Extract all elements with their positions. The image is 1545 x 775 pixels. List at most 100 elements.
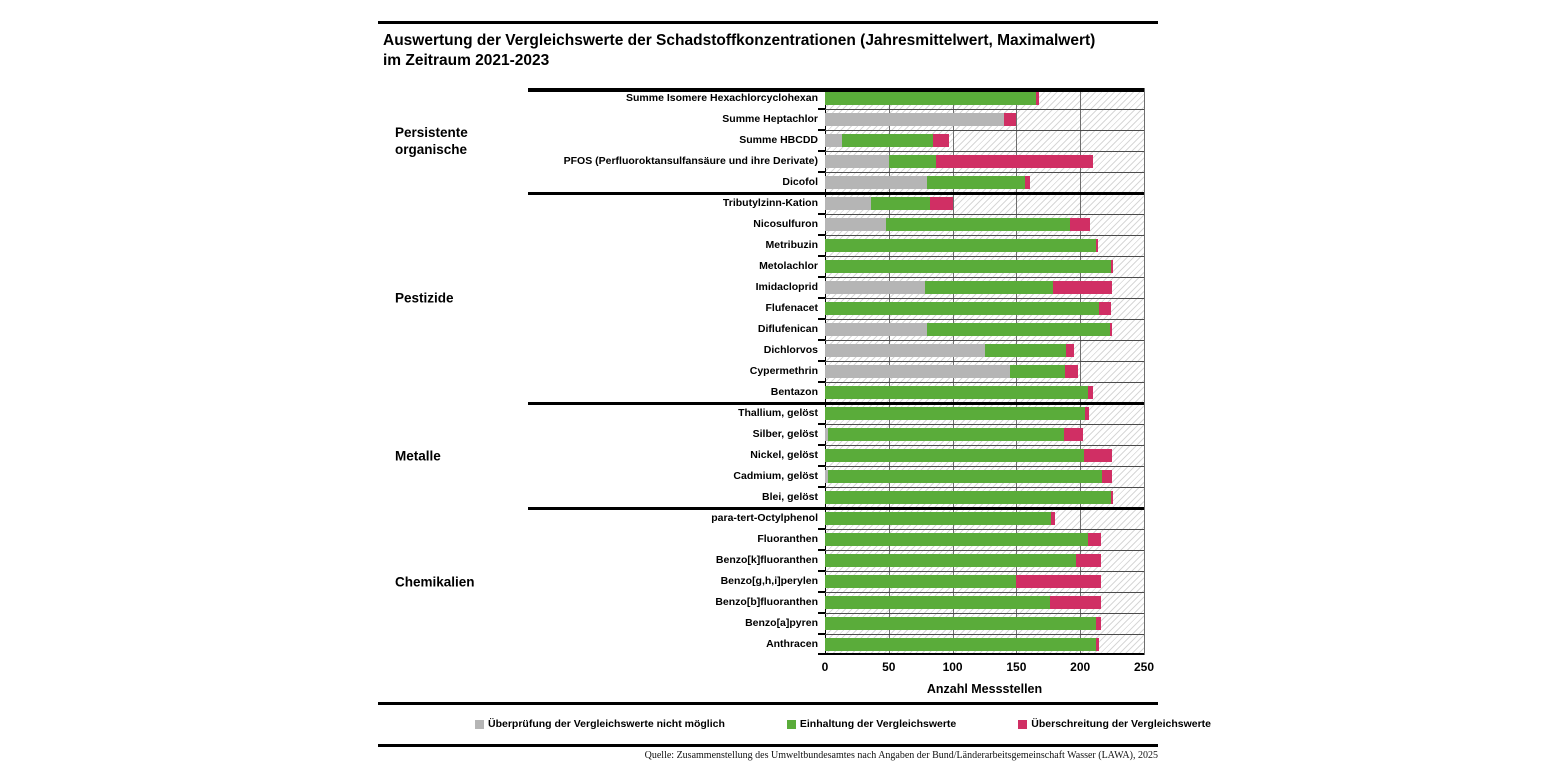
bar-segment [1050, 512, 1055, 525]
bar-segment [870, 197, 930, 210]
chart-area: Summe Isomere Hexachlorcyclohexan Summe H… [378, 88, 1158, 655]
category-tick [818, 633, 825, 635]
row-separator [825, 381, 1144, 383]
x-tick-label: 150 [1006, 660, 1027, 674]
bar-segment [924, 281, 1054, 294]
category-tick [818, 360, 825, 362]
bar-segment [825, 134, 842, 147]
row-label: Benzo[k]fluoranthen [715, 554, 818, 566]
bar-segment [1084, 449, 1113, 462]
x-tick-label: 200 [1070, 660, 1091, 674]
row-label: Summe HBCDD [739, 134, 818, 146]
bar-segment [1066, 344, 1074, 357]
bar-segment [933, 134, 949, 147]
row-separator [825, 612, 1144, 614]
category-tick [818, 171, 825, 173]
bar-segment [927, 176, 1026, 189]
bar-segment [1025, 176, 1031, 189]
bar-segment [825, 155, 889, 168]
row-separator [825, 339, 1144, 341]
row-label: Cypermethrin [749, 365, 818, 377]
category-tick [818, 276, 825, 278]
bar-segment [984, 344, 1067, 357]
group-label: Metalle [395, 448, 441, 463]
chart-title: Auswertung der Vergleichswerte der Schad… [383, 31, 1095, 71]
bar-segment [1110, 260, 1114, 273]
row-label: Flufenacet [765, 302, 818, 314]
category-tick [818, 570, 825, 572]
bar-segment [825, 92, 1036, 105]
category-tick [818, 444, 825, 446]
row-label: para-tert-Octylphenol [711, 512, 818, 524]
row-separator [825, 486, 1144, 488]
category-tick [818, 423, 825, 425]
legend: Überprüfung der Vergleichswerte nicht mö… [475, 709, 1211, 739]
bar-segment [1003, 113, 1017, 126]
row-label: Benzo[a]pyren [745, 617, 818, 629]
bar-segment [1085, 407, 1090, 420]
row-separator [825, 549, 1144, 551]
row-label: Tributylzinn-Kation [722, 197, 818, 209]
source-note: Quelle: Zusammenstellung des Umweltbunde… [644, 750, 1158, 761]
bar-segment [825, 386, 1088, 399]
legend-label: Überschreitung der Vergleichswerte [1031, 718, 1212, 730]
category-tick [818, 108, 825, 110]
row-label: Summe Heptachlor [722, 113, 818, 125]
group-label: Persistente organische [395, 124, 468, 157]
legend-item: Überschreitung der Vergleichswerte [1018, 718, 1211, 730]
legend-label: Einhaltung der Vergleichswerte [799, 718, 957, 730]
bar-segment [1049, 596, 1101, 609]
bar-segment [825, 638, 1096, 651]
bar-segment [1095, 239, 1099, 252]
x-axis-label: Anzahl Messstellen [926, 682, 1043, 696]
legend-swatch-icon [1018, 719, 1028, 729]
title-line-2: im Zeitraum 2021-2023 [383, 52, 550, 69]
gridline-x-200 [1080, 88, 1082, 655]
row-separator [825, 255, 1144, 257]
group-separator [528, 191, 1144, 195]
category-tick [818, 528, 825, 530]
bar-segment [825, 533, 1088, 546]
row-separator [825, 465, 1144, 467]
bar-segment [825, 512, 1051, 525]
row-label: Benzo[b]fluoranthen [715, 596, 818, 608]
bar-segment [825, 344, 985, 357]
gridline-x-250 [1144, 88, 1145, 655]
bar-segment [825, 113, 1004, 126]
bar-segment [825, 218, 887, 231]
group-label: Pestizide [395, 290, 454, 306]
category-tick [818, 255, 825, 257]
row-label: Blei, gelöst [761, 491, 818, 503]
row-label: Bentazon [770, 386, 818, 398]
legend-item: Einhaltung der Vergleichswerte [786, 718, 957, 730]
category-tick [818, 381, 825, 383]
bar-segment [1010, 365, 1065, 378]
top-rule [378, 21, 1158, 24]
row-label: Cadmium, gelöst [733, 470, 818, 482]
bar-segment [1087, 533, 1101, 546]
legend-swatch-icon [475, 719, 484, 729]
bar-segment [1053, 281, 1113, 294]
bar-segment [1101, 470, 1113, 483]
x-tick-label: 0 [821, 660, 829, 674]
bar-segment [825, 281, 925, 294]
row-label: Nicosulfuron [753, 218, 818, 230]
bar-segment [1110, 491, 1114, 504]
bar-segment [825, 554, 1077, 567]
category-tick [818, 339, 825, 341]
bar-segment [1076, 554, 1101, 567]
bar-segment [825, 428, 828, 441]
category-tick [818, 318, 825, 320]
bar-segment [936, 155, 1093, 168]
row-separator [825, 108, 1144, 110]
legend-top-rule [378, 702, 1158, 705]
bar-segment [1016, 575, 1101, 588]
row-label: Metribuzin [765, 239, 819, 251]
bar-segment [1063, 428, 1083, 441]
category-tick [818, 213, 825, 215]
bar-segment [825, 239, 1096, 252]
row-separator [825, 444, 1144, 446]
bar-segment [825, 491, 1111, 504]
x-tick-label: 50 [882, 660, 896, 674]
